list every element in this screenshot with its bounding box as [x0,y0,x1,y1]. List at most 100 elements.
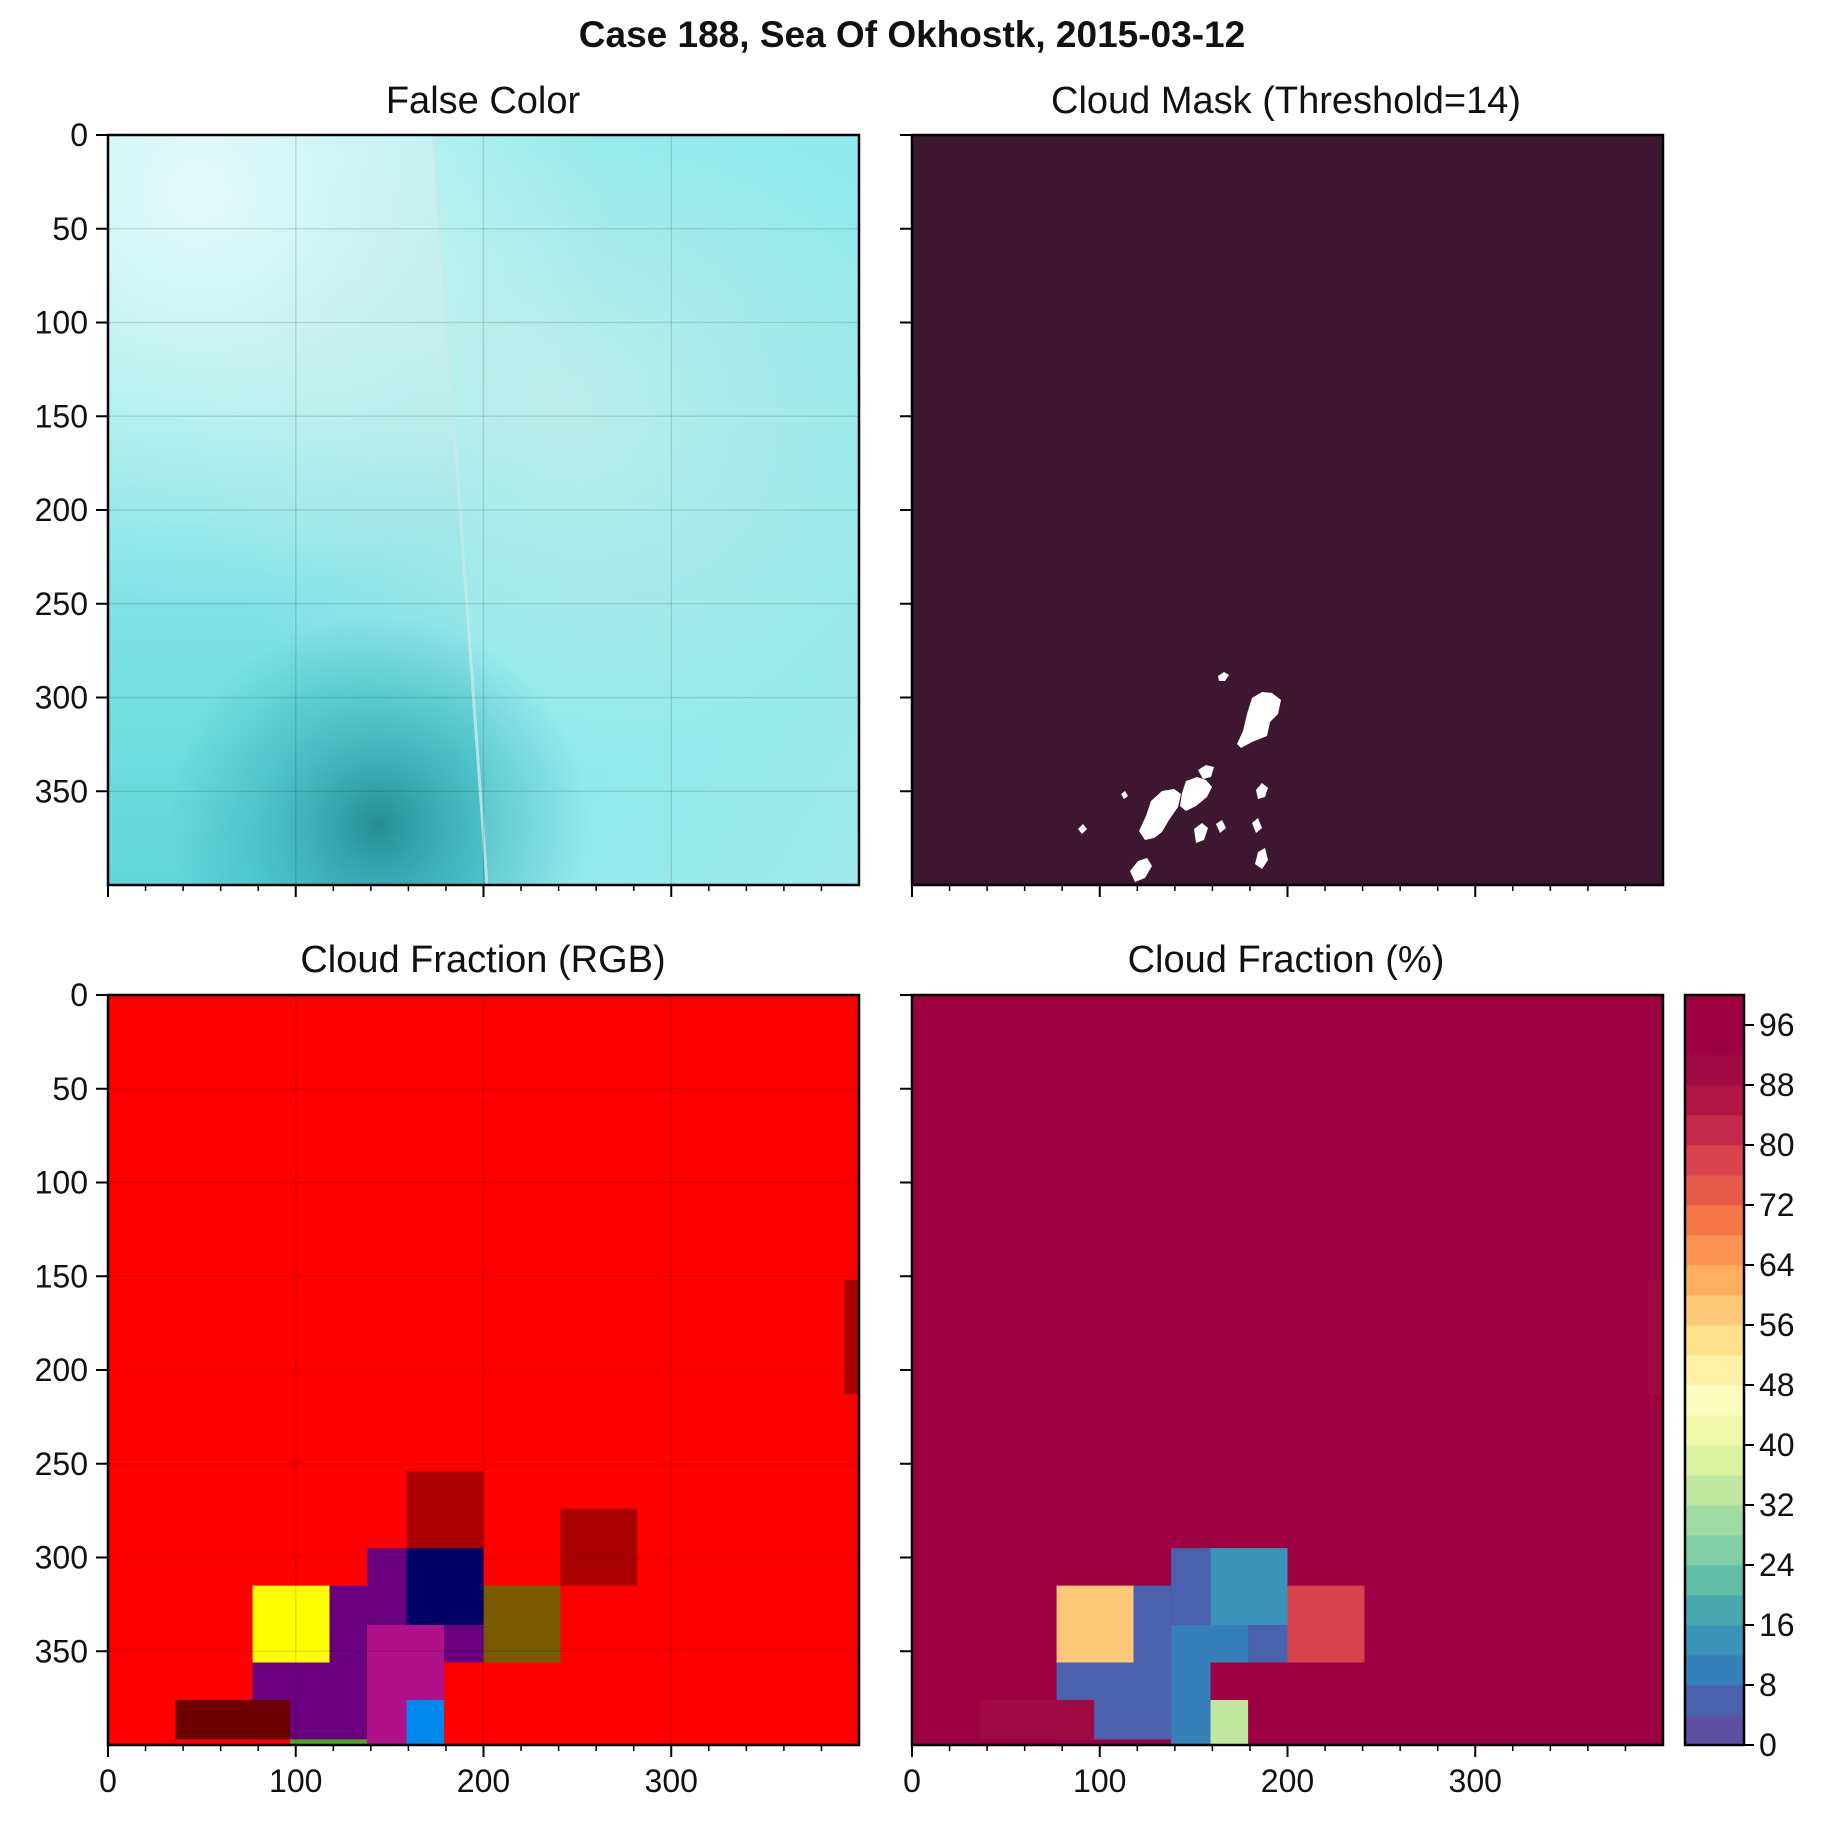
x-tick-label: 300 [645,1763,698,1799]
y-tick-label: 200 [35,492,88,528]
pct-cells [979,1280,1663,1745]
heatmap-cell [406,1700,445,1745]
y-tick-label: 250 [35,1446,88,1482]
heatmap-cell [843,1280,859,1395]
heatmap-cell [406,1471,484,1549]
panel-cloud-mask: Cloud Mask (Threshold=14) [900,80,1665,897]
x-tick-label: 200 [1261,1763,1314,1799]
colorbar-swatch [1685,1505,1744,1536]
heatmap-cell [175,1700,291,1740]
x-tick-label: 0 [99,1763,117,1799]
colorbar-swatch [1685,1685,1744,1716]
colorbar-swatch [1685,1595,1744,1626]
heatmap-cell [444,1625,484,1663]
panel-cloud-fraction-pct: Cloud Fraction (%) 0 100 200 300 [900,939,1665,1799]
heatmap-cell [1210,1471,1288,1549]
grid [108,135,859,885]
y-tick-label: 0 [70,117,88,153]
heatmap-cell [1171,1625,1249,1663]
axis-ticks: 0 50 100 150 200 250 300 350 [35,117,823,897]
y-tick-label: 250 [35,586,88,622]
panel-title: Cloud Mask (Threshold=14) [1051,80,1521,122]
mask-background [912,135,1663,885]
colorbar-swatch [1685,995,1744,1026]
x-tick-label: 100 [269,1763,322,1799]
colorbar-swatch [1685,1205,1744,1236]
heatmap-cell [367,1625,407,1663]
colorbar-tick-label: 48 [1759,1367,1795,1403]
colorbar-swatch [1685,1655,1744,1686]
colorbar-swatch [1685,1475,1744,1506]
heatmap-cell [1364,1508,1442,1586]
y-tick-label: 0 [70,977,88,1013]
colorbar-tick-label: 16 [1759,1607,1795,1643]
axis-ticks [900,134,1627,897]
colorbar: 0 8 16 24 32 40 48 56 64 72 80 88 96 [1683,993,1795,1763]
colorbar-tick-label: 64 [1759,1247,1795,1283]
panel-title: Cloud Fraction (%) [1128,939,1445,981]
panel-title: Cloud Fraction (RGB) [300,939,665,981]
colorbar-swatch [1685,1715,1744,1746]
colorbar-swatch [1685,1025,1744,1056]
heatmap-cell [406,1625,445,1663]
x-tick-label: 200 [457,1763,510,1799]
heatmap-cell [367,1548,407,1625]
y-tick-label: 100 [35,1165,88,1201]
colorbar-swatch [1685,1295,1744,1326]
colorbar-swatch [1685,1565,1744,1596]
axis-ticks: 0 100 200 300 0 50 100 150 200 250 300 350 [35,977,823,1799]
colorbar-swatches [1685,995,1744,1746]
colorbar-swatch [1685,1625,1744,1656]
y-tick-label: 50 [52,211,88,247]
heatmap-cell [290,1739,368,1745]
colorbar-tick-label: 8 [1759,1667,1777,1703]
heatmap-cell [367,1662,445,1700]
colorbar-swatch [1685,1385,1744,1416]
y-tick-label: 100 [35,305,88,341]
colorbar-swatch [1685,1175,1744,1206]
heatmap-cell [483,1585,561,1663]
colorbar-tick-label: 0 [1759,1727,1777,1763]
colorbar-swatch [1685,1445,1744,1476]
heatmap-cell [1287,1585,1365,1663]
y-tick-label: 50 [52,1071,88,1107]
heatmap-cell [252,1585,330,1663]
heatmap-cell [329,1585,368,1663]
mask-cloud-pixels [1078,672,1281,882]
colorbar-tick-label: 80 [1759,1127,1795,1163]
heatmap-cell [1647,1280,1663,1395]
y-tick-label: 350 [35,773,88,809]
heatmap-cell [1056,1585,1134,1663]
rgb-cells [175,1280,859,1745]
axis-ticks: 0 100 200 300 [900,994,1627,1799]
colorbar-swatch [1685,1055,1744,1086]
heatmap-cell [406,1548,484,1625]
heatmap-cell [979,1700,1095,1740]
figure-suptitle: Case 188, Sea Of Okhostk, 2015-03-12 [579,14,1245,55]
colorbar-swatch [1685,1265,1744,1296]
colorbar-swatch [1685,1355,1744,1386]
y-tick-label: 350 [35,1633,88,1669]
x-tick-label: 0 [903,1763,921,1799]
heatmap-cell [1210,1700,1249,1745]
y-tick-label: 300 [35,1540,88,1576]
y-tick-label: 200 [35,1352,88,1388]
heatmap-cell [367,1700,407,1745]
colorbar-tick-label: 32 [1759,1487,1795,1523]
colorbar-swatch [1685,1235,1744,1266]
colorbar-swatch [1685,1115,1744,1146]
heatmap-cell [560,1508,638,1586]
colorbar-tick-label: 24 [1759,1547,1795,1583]
panel-title: False Color [386,80,581,122]
grid [108,995,859,1745]
colorbar-swatch [1685,1085,1744,1116]
panel-false-color: False Color 0 50 100 150 200 250 300 350 [35,80,861,897]
colorbar-tick-label: 88 [1759,1067,1795,1103]
colorbar-swatch [1685,1415,1744,1446]
colorbar-tick-label: 96 [1759,1007,1795,1043]
y-tick-label: 150 [35,398,88,434]
colorbar-tick-label: 72 [1759,1187,1795,1223]
colorbar-swatch [1685,1325,1744,1356]
panel-cloud-fraction-rgb: Cloud Fraction (RGB) 0 100 200 300 0 50 100 150… [35,939,861,1799]
